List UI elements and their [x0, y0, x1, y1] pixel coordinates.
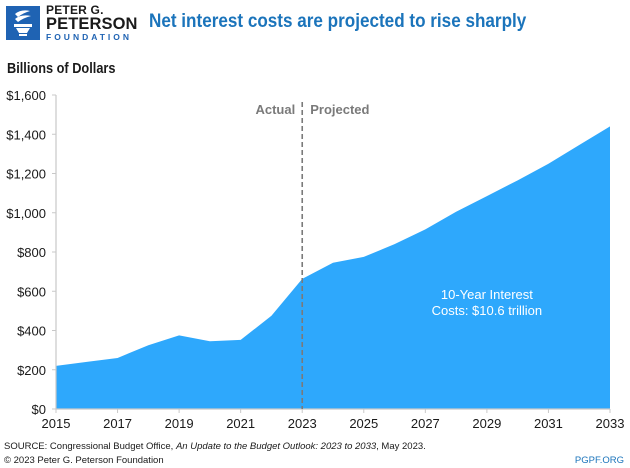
y-tick-label: $1,000 — [6, 206, 46, 221]
x-tick-label: 2021 — [226, 416, 255, 431]
y-axis-label: Billions of Dollars — [7, 61, 116, 77]
x-tick-label: 2017 — [103, 416, 132, 431]
divider-label-projected: Projected — [310, 102, 369, 117]
area-series-net-interest — [56, 126, 610, 410]
divider-label-actual: Actual — [255, 102, 295, 117]
y-tick-label: $800 — [17, 245, 46, 260]
y-tick-label: $0 — [32, 402, 46, 417]
x-tick-label: 2029 — [472, 416, 501, 431]
logo: PETER G. PETERSON FOUNDATION — [46, 4, 138, 42]
y-tick-label: $1,200 — [6, 167, 46, 182]
logo-torch-icon — [6, 6, 40, 40]
logo-line1: PETER G. — [46, 3, 104, 17]
x-tick-label: 2025 — [349, 416, 378, 431]
y-tick-label: $400 — [17, 324, 46, 339]
y-tick-label: $1,400 — [6, 127, 46, 142]
x-tick-label: 2015 — [42, 416, 71, 431]
source-title: An Update to the Budget Outlook: 2023 to… — [175, 441, 377, 452]
source-note: SOURCE: Congressional Budget Office, An … — [4, 441, 426, 452]
copyright: © 2023 Peter G. Peterson Foundation — [4, 455, 164, 466]
annotation-line2: Costs: $10.6 trillion — [432, 303, 543, 318]
x-tick-label: 2027 — [411, 416, 440, 431]
y-tick-label: $200 — [17, 363, 46, 378]
site-link[interactable]: PGPF.ORG — [574, 455, 624, 466]
logo-line2: PETERSON — [46, 15, 138, 33]
y-tick-label: $1,600 — [6, 88, 46, 103]
annotation-line1: 10-Year Interest — [441, 287, 533, 302]
chart-title: Net interest costs are projected to rise… — [149, 11, 527, 32]
x-tick-label: 2033 — [596, 416, 625, 431]
y-tick-label: $600 — [17, 284, 46, 299]
logo-line3: FOUNDATION — [46, 32, 133, 42]
source-prefix: SOURCE: Congressional Budget Office, — [4, 441, 176, 452]
x-tick-label: 2023 — [288, 416, 317, 431]
x-tick-label: 2031 — [534, 416, 563, 431]
x-tick-label: 2019 — [165, 416, 194, 431]
source-suffix: , May 2023. — [376, 441, 426, 452]
